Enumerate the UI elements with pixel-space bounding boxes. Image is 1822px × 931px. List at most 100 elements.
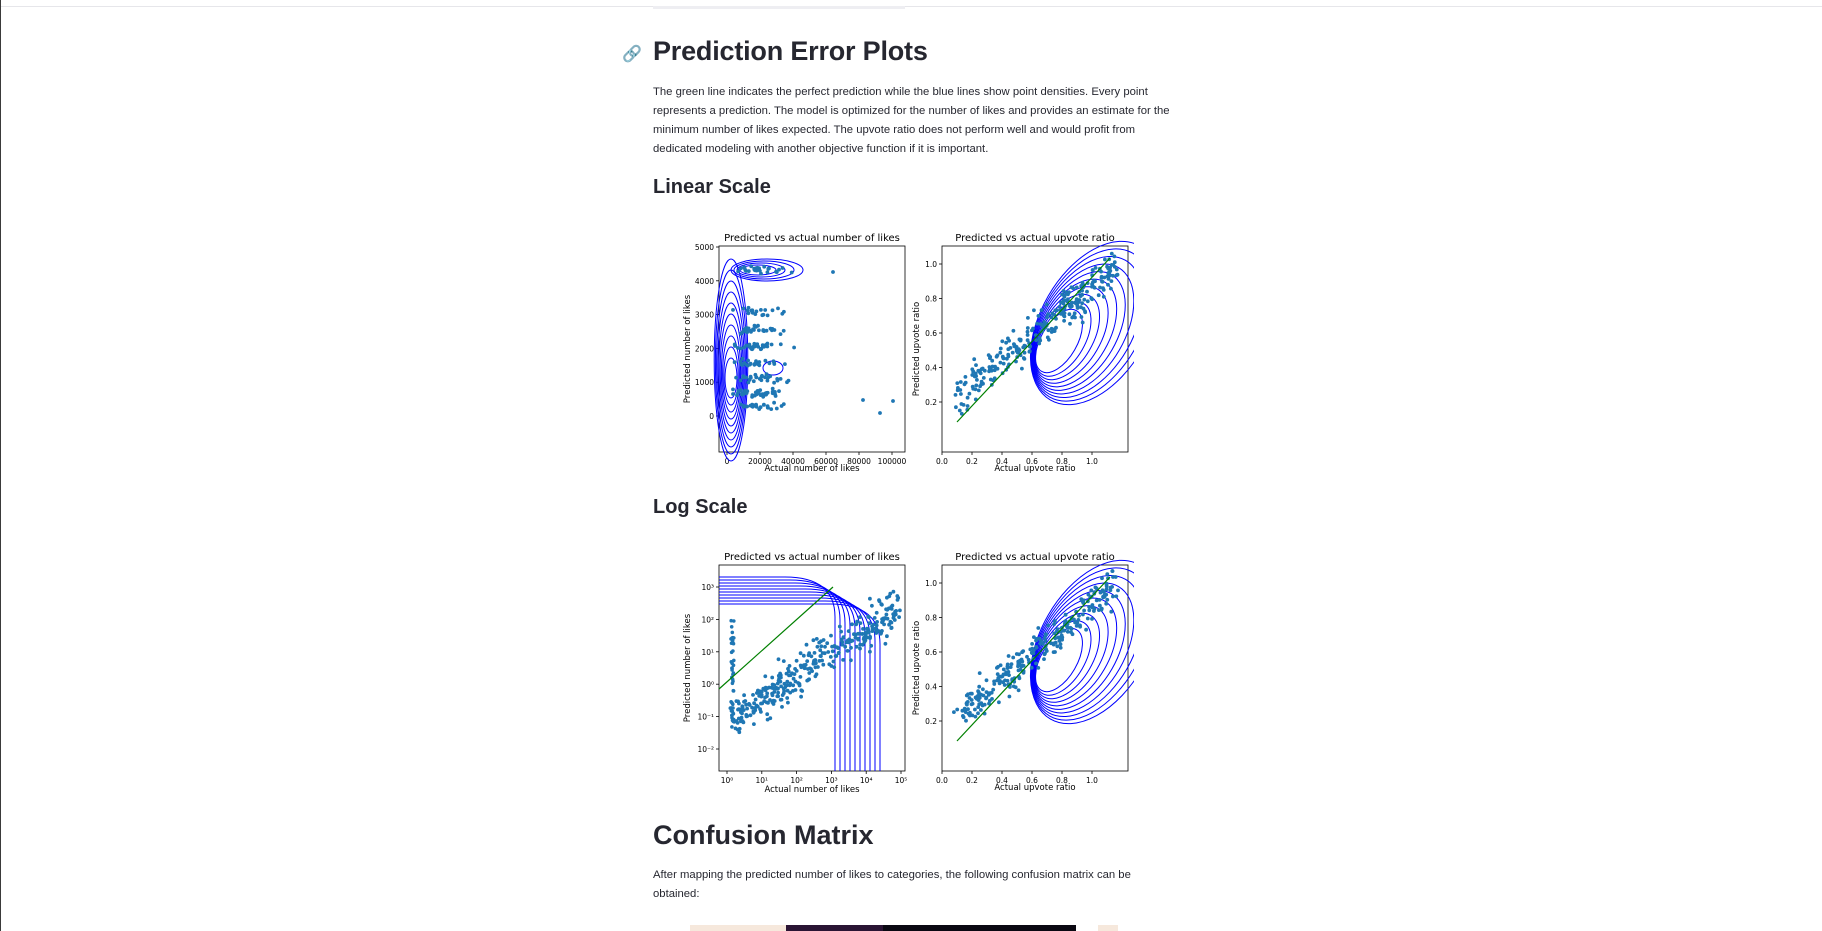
scatter-point — [1049, 326, 1054, 331]
scatter-point — [730, 630, 735, 635]
scatter-point — [758, 393, 763, 397]
scatter-point — [758, 347, 763, 352]
scatter-point — [740, 705, 745, 710]
scatter-point — [813, 674, 818, 679]
density-contour — [722, 335, 740, 413]
scatter-point — [861, 637, 866, 641]
scatter-point — [798, 663, 803, 668]
y-tick-label: 10² — [701, 615, 714, 624]
scatter-point — [759, 694, 764, 699]
density-contour — [719, 600, 876, 771]
scatter-point — [884, 612, 889, 617]
scatter-point — [883, 641, 888, 646]
scatter-point — [953, 393, 958, 397]
scatter-point — [771, 702, 776, 706]
scatter-point — [761, 403, 766, 407]
scatter-point — [752, 722, 756, 726]
scatter-point — [747, 702, 751, 706]
scatter-point — [1104, 581, 1109, 586]
scatter-point — [1081, 612, 1085, 617]
scatter-point — [765, 270, 770, 275]
scatter-point — [891, 612, 896, 616]
scatter-point — [732, 636, 736, 640]
scatter-point — [1090, 617, 1094, 621]
scatter-points — [953, 251, 1120, 416]
scatter-point — [775, 686, 780, 691]
scatter-point — [987, 692, 992, 696]
y-tick-label: 10⁻² — [697, 745, 714, 754]
scatter-point — [852, 632, 856, 637]
scatter-point — [1025, 326, 1030, 330]
scatter-point — [1112, 265, 1117, 269]
scatter-point — [803, 662, 808, 667]
scatter-point — [801, 653, 806, 658]
scatter-point — [750, 393, 755, 398]
scatter-point — [861, 398, 865, 402]
perfect-prediction-line — [718, 586, 834, 690]
scatter-point — [1036, 314, 1041, 318]
scatter-point — [1112, 254, 1117, 259]
x-tick-label: 20000 — [748, 457, 772, 466]
scatter-point — [885, 595, 889, 600]
y-tick-label: 3000 — [695, 311, 714, 320]
scatter-point — [1028, 647, 1033, 652]
scatter-point — [781, 328, 786, 333]
scatter-point — [967, 391, 972, 396]
scatter-point — [1082, 608, 1086, 613]
link-icon[interactable]: 🔗 — [622, 46, 642, 63]
scatter-point — [785, 696, 790, 700]
scatter-point — [779, 404, 784, 408]
scatter-point — [1111, 273, 1115, 278]
scatter-point — [785, 380, 789, 385]
scatter-point — [774, 270, 779, 274]
scatter-point — [758, 707, 762, 712]
scatter-point — [1100, 279, 1104, 284]
scatter-point — [1001, 667, 1006, 672]
scatter-point — [729, 700, 733, 704]
scatter-point — [1011, 684, 1016, 689]
scatter-point — [765, 376, 770, 380]
scatter-point — [973, 707, 977, 712]
scatter-point — [730, 725, 734, 729]
scatter-point — [1006, 354, 1011, 359]
scatter-point — [771, 698, 776, 703]
scatter-point — [1091, 280, 1095, 285]
scatter-point — [845, 649, 850, 653]
x-ticks: 0 20000 40000 60000 80000 100000 — [725, 452, 907, 466]
scatter-point — [955, 388, 960, 393]
scatter-point — [995, 666, 999, 670]
scatter-point — [791, 689, 795, 693]
scatter-point — [995, 353, 1000, 358]
scatter-point — [775, 694, 780, 699]
scatter-point — [750, 308, 755, 313]
scatter-point — [867, 615, 871, 620]
scatter-point — [1098, 285, 1102, 290]
scatter-point — [744, 702, 748, 707]
scatter-point — [770, 308, 775, 313]
density-contour — [1029, 559, 1134, 725]
density-contour — [1032, 278, 1118, 388]
scatter-point — [739, 346, 744, 351]
scatter-point — [1031, 648, 1036, 653]
scatter-point — [1011, 328, 1016, 333]
scatter-point — [742, 375, 746, 380]
scatter-point — [753, 390, 758, 395]
scatter-point — [984, 690, 989, 694]
scatter-point — [981, 693, 986, 698]
scatter-point — [751, 693, 755, 697]
scatter-point — [868, 596, 872, 601]
scatter-point — [877, 599, 882, 604]
scatter-point — [781, 659, 786, 663]
scatter-point — [1098, 590, 1103, 595]
scatter-point — [779, 697, 784, 702]
scatter-point — [1010, 350, 1015, 355]
scatter-point — [1062, 295, 1067, 299]
scatter-point — [770, 675, 775, 680]
scatter-point — [831, 659, 836, 664]
scatter-point — [830, 644, 834, 649]
scatter-point — [745, 389, 750, 393]
scatter-point — [729, 625, 734, 629]
scatter-point — [754, 325, 758, 329]
scatter-point — [788, 690, 793, 695]
density-contours — [713, 258, 804, 462]
